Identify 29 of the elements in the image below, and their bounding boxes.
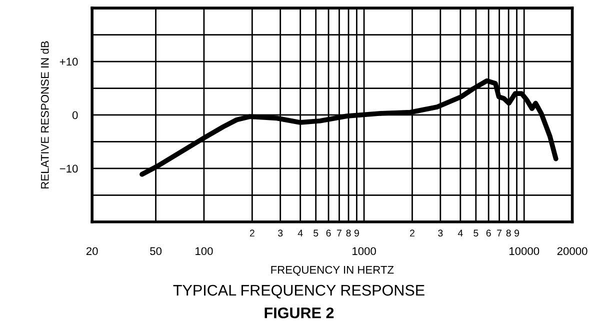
text: 8	[506, 230, 511, 237]
text: 8	[346, 230, 351, 237]
y-axis-title: RELATIVE RESPONSE IN dB	[40, 41, 49, 188]
text: 3	[278, 230, 283, 237]
x-tick-label: 20000	[557, 247, 588, 256]
y-tick-label: 0	[72, 111, 78, 120]
x-tick-label: 10000	[510, 247, 540, 256]
text: 2	[410, 230, 414, 236]
x-tick-label: 1000	[352, 247, 376, 256]
text: 7	[497, 230, 502, 236]
y-tick-label: −10	[60, 164, 78, 173]
x-tick-label: 100	[196, 247, 213, 256]
x-axis-title: FREQUENCY IN HERTZ	[271, 266, 394, 276]
text: 9	[354, 230, 359, 237]
text: 5	[314, 230, 318, 237]
text: 9	[514, 230, 520, 237]
text: 6	[326, 230, 331, 237]
text: 6	[486, 230, 491, 237]
y-tick-label: +10	[60, 58, 78, 66]
text: 2	[250, 230, 254, 236]
x-tick-label: 20	[86, 247, 98, 256]
text: TYPICAL FREQUENCY RESPONSE	[173, 284, 424, 298]
text: 7	[337, 230, 342, 236]
text: 5	[474, 230, 478, 237]
text: 4	[298, 230, 303, 236]
x-tick-label: 50	[150, 247, 162, 256]
text: 3	[438, 230, 443, 237]
text: 4	[458, 230, 463, 236]
text: FIGURE 2	[264, 307, 334, 318]
